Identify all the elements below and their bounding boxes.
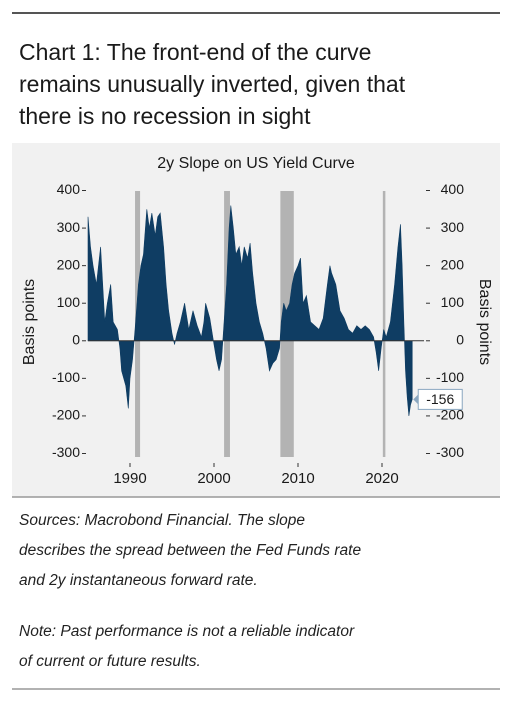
title-line: Chart 1: The front-end of the curve [19,39,371,65]
y-tick-label: 400 [57,181,81,197]
y-tick-label: 0 [72,331,80,347]
sources-line: and 2y instantaneous forward rate. [19,572,258,589]
y2-tick-label: 100 [441,294,465,310]
y-tick-label: 100 [57,294,81,310]
y-tick-label: 200 [57,256,81,272]
x-tick-label: 2000 [197,470,230,487]
value-label-pointer [413,394,419,405]
sources-line: describes the spread between the Fed Fun… [19,542,361,559]
title-line: there is no recession in sight [19,103,311,129]
y2-tick-label: 400 [441,181,465,197]
recession-band [382,191,386,457]
y-tick-label: -200 [52,407,80,423]
chart-title: 2y Slope on US Yield Curve [157,155,355,172]
note-line: of current or future results. [19,653,201,670]
area [87,205,413,416]
y2-tick-label: -100 [436,369,464,385]
y-axis-label: Basis points [21,279,38,365]
note-line: Note: Past performance is not a reliable… [19,623,355,640]
y2-tick-label: 0 [456,331,464,347]
value-label: -156 [426,391,454,407]
y2-axis-label: Basis points [476,279,493,365]
y-tick-label: 300 [57,219,81,235]
y2-tick-label: -200 [436,407,464,423]
y2-tick-label: 300 [441,219,465,235]
y2-tick-label: -300 [436,444,464,460]
sources-line: Sources: Macrobond Financial. The slope [19,512,305,529]
y-tick-label: -100 [52,369,80,385]
y-tick-label: -300 [52,444,80,460]
y2-tick-label: 200 [441,256,465,272]
x-tick-label: 2010 [281,470,314,487]
title-line: remains unusually inverted, given that [19,71,406,97]
x-tick-label: 1990 [113,470,146,487]
x-tick-label: 2020 [365,470,398,487]
